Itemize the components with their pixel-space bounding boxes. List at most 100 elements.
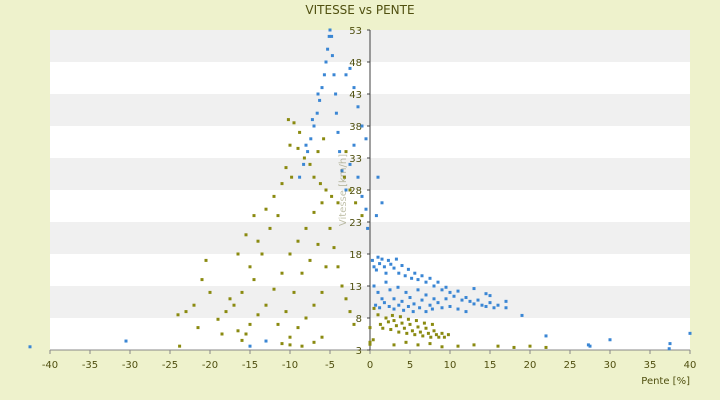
scatter-point	[284, 166, 288, 170]
scatter-point	[236, 329, 240, 333]
scatter-point	[544, 334, 548, 338]
scatter-point	[428, 342, 432, 346]
scatter-point	[354, 201, 358, 205]
scatter-point	[306, 150, 310, 154]
scatter-point	[392, 266, 396, 270]
x-tick-label: -10	[282, 360, 298, 371]
scatter-point	[332, 73, 336, 77]
scatter-point	[420, 274, 424, 278]
scatter-point	[442, 335, 446, 339]
x-tick-label: 35	[644, 360, 657, 371]
y-tick-label: 48	[349, 58, 362, 69]
scatter-point	[372, 284, 376, 288]
scatter-point	[366, 226, 370, 230]
x-tick-label: -25	[162, 360, 178, 371]
y-tick-label: 28	[349, 186, 362, 197]
scatter-point	[328, 28, 332, 32]
scatter-point	[320, 290, 324, 294]
scatter-point	[324, 60, 328, 64]
scatter-point	[356, 175, 360, 179]
scatter-point	[322, 73, 326, 77]
scatter-point	[378, 322, 382, 326]
scatter-point	[236, 252, 240, 256]
scatter-point	[220, 332, 224, 336]
scatter-point	[288, 343, 292, 347]
scatter-point	[364, 207, 368, 211]
scatter-point	[394, 324, 398, 328]
scatter-point	[374, 268, 378, 272]
scatter-point	[413, 271, 417, 275]
scatter-point	[440, 288, 444, 292]
scatter-point	[406, 267, 410, 271]
scatter-point	[371, 338, 375, 342]
scatter-point	[300, 344, 304, 348]
scatter-point	[512, 345, 516, 349]
scatter-point	[296, 146, 300, 150]
scatter-point	[418, 306, 422, 310]
scatter-point	[280, 342, 284, 346]
scatter-point	[268, 226, 272, 230]
scatter-point	[208, 290, 212, 294]
scatter-point	[440, 345, 444, 349]
scatter-point	[304, 316, 308, 320]
scatter-point	[344, 297, 348, 301]
scatter-point	[284, 310, 288, 314]
scatter-point	[408, 322, 412, 326]
scatter-point	[330, 194, 334, 198]
scatter-point	[296, 326, 300, 330]
scatter-point	[668, 342, 672, 346]
scatter-point	[322, 137, 326, 141]
scatter-point	[586, 343, 590, 347]
scatter-point	[318, 98, 322, 102]
y-tick-label: 13	[349, 282, 362, 293]
scatter-point	[376, 313, 380, 317]
scatter-point	[204, 258, 208, 262]
scatter-point	[348, 66, 352, 70]
scatter-point	[488, 301, 492, 305]
scatter-point	[608, 338, 612, 342]
y-tick-label: 53	[349, 26, 362, 37]
scatter-point	[410, 276, 414, 280]
y-tick-label: 3	[356, 346, 362, 357]
scatter-point	[334, 111, 338, 115]
scatter-point	[368, 342, 372, 346]
scatter-point	[476, 298, 480, 302]
scatter-point	[348, 310, 352, 314]
scatter-point	[304, 226, 308, 230]
scatter-point	[260, 252, 264, 256]
scatter-point	[272, 194, 276, 198]
scatter-point	[384, 271, 388, 275]
scatter-point	[312, 303, 316, 307]
x-tick-label: 20	[524, 360, 537, 371]
scatter-point	[430, 307, 434, 311]
scatter-point	[280, 271, 284, 275]
scatter-point	[396, 285, 400, 289]
scatter-point	[244, 233, 248, 237]
scatter-point	[192, 303, 196, 307]
scatter-point	[456, 307, 460, 311]
scatter-point	[434, 333, 438, 337]
scatter-point	[446, 333, 450, 337]
scatter-point	[430, 322, 434, 326]
scatter-point	[352, 86, 356, 90]
scatter-point	[244, 332, 248, 336]
scatter-point	[334, 92, 338, 96]
scatter-point	[416, 278, 420, 282]
scatter-point	[310, 118, 314, 122]
scatter-point	[296, 239, 300, 243]
scatter-point	[376, 290, 380, 294]
scatter-point	[422, 321, 426, 325]
scatter-point	[464, 296, 468, 300]
scatter-point	[308, 162, 312, 166]
scatter-point	[520, 313, 524, 317]
scatter-point	[248, 322, 252, 326]
scatter-point	[413, 333, 417, 337]
scatter-point	[397, 330, 401, 334]
scatter-point	[400, 321, 404, 325]
scatter-point	[380, 297, 384, 301]
scatter-point	[472, 302, 476, 306]
scatter-point	[402, 326, 406, 330]
scatter-point	[292, 290, 296, 294]
scatter-point	[400, 264, 404, 268]
